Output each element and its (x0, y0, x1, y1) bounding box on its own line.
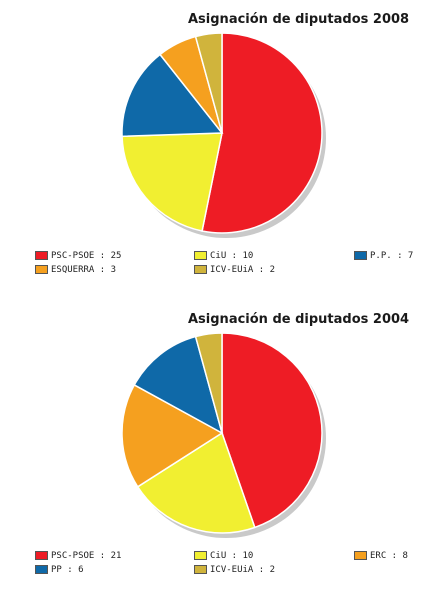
legend-item: ICV-EUiA : 2 (194, 264, 275, 275)
pie-slice-icv-euia (194, 332, 223, 434)
legend-swatch (354, 251, 367, 260)
pie-slice-p-p- (121, 53, 224, 138)
chart-title: Asignación de diputados 2004 (188, 312, 410, 327)
legend-2008: PSC-PSOE : 25 CiU : 10 P.P. : 7 ESQUERRA : … (0, 0, 433, 297)
legend-label: PP : 6 (51, 564, 84, 575)
legend-item: PSC-PSOE : 25 (35, 250, 121, 261)
pie-slice-icv-euia (194, 32, 223, 134)
legend-swatch (194, 265, 207, 274)
legend-label: PSC-PSOE : 25 (51, 250, 122, 261)
legend-label: CiU : 10 (210, 250, 254, 261)
pie-chart-2008 (121, 32, 326, 238)
legend-item: P.P. : 7 (354, 250, 413, 261)
legend-label: PSC-PSOE : 21 (51, 550, 122, 561)
legend-item: PSC-PSOE : 21 (35, 550, 121, 561)
legend-item: ERC : 8 (354, 550, 408, 561)
pie-chart-2004 (121, 332, 326, 538)
legend-swatch (194, 551, 207, 560)
pie-slice-ciu (136, 431, 256, 534)
legend-item: PP : 6 (35, 564, 84, 575)
legend-label: ESQUERRA : 3 (51, 264, 117, 275)
legend-2004: PSC-PSOE : 21 CiU : 10 ERC : 8 PP : 6 ICV-EU… (0, 300, 433, 597)
legend-swatch (35, 551, 48, 560)
chart-2008: Asignación de diputados 2008 PSC-PSOE : … (0, 0, 433, 297)
pie-slice-psc-psoe (201, 32, 323, 234)
pie-slice-erc (121, 383, 224, 488)
chart-title: Asignación de diputados 2008 (188, 12, 410, 27)
legend-item: CiU : 10 (194, 550, 253, 561)
legend-label: ERC : 8 (370, 550, 408, 561)
legend-swatch (35, 565, 48, 574)
legend-label: CiU : 10 (210, 550, 254, 561)
legend-label: ICV-EUiA : 2 (210, 564, 276, 575)
legend-swatch (354, 551, 367, 560)
pie-slice-psc-psoe (221, 332, 323, 529)
legend-item: ESQUERRA : 3 (35, 264, 116, 275)
legend-item: ICV-EUiA : 2 (194, 564, 275, 575)
legend-swatch (194, 565, 207, 574)
pie-slice-ciu (121, 132, 223, 232)
pie-slice-pp (133, 335, 224, 435)
legend-swatch (35, 251, 48, 260)
chart-2004: Asignación de diputados 2004 PSC-PSOE : … (0, 300, 433, 594)
legend-swatch (194, 251, 207, 260)
legend-item: CiU : 10 (194, 250, 253, 261)
legend-label: P.P. : 7 (370, 250, 414, 261)
legend-label: ICV-EUiA : 2 (210, 264, 276, 275)
legend-swatch (35, 265, 48, 274)
